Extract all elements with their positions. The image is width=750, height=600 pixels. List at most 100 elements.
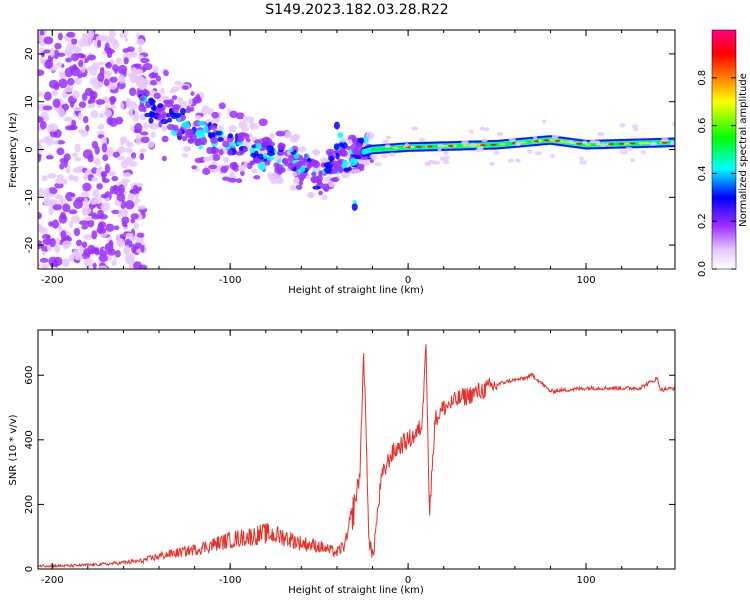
heatmap-cell <box>619 150 628 155</box>
heatmap-cell <box>46 155 54 160</box>
heatmap-cell <box>137 205 146 210</box>
heatmap-cell <box>97 34 108 42</box>
heatmap-cell <box>140 244 145 253</box>
heatmap-cell <box>38 187 44 198</box>
heatmap-cell <box>140 136 150 144</box>
colorbar-tick-label: 0.0 <box>697 261 708 277</box>
heatmap-cell <box>189 106 195 112</box>
heatmap-cell <box>208 164 218 170</box>
heatmap-cell <box>295 184 303 190</box>
heatmap-cell <box>52 98 61 108</box>
heatmap-cell <box>72 167 83 174</box>
heatmap-cell <box>129 87 137 97</box>
heatmap-cell <box>120 136 128 144</box>
heatmap-cell <box>236 136 245 143</box>
heatmap-cell <box>78 220 89 226</box>
heatmap-cell <box>310 176 319 184</box>
heatmap-cell <box>104 163 111 174</box>
heatmap-cell <box>251 168 258 174</box>
heatmap-cell <box>488 161 495 166</box>
heatmap-cell <box>195 114 202 120</box>
heatmap-cell <box>122 172 132 178</box>
heatmap-cell <box>49 47 55 58</box>
heatmap-cell <box>104 242 114 252</box>
heatmap-cell <box>47 173 57 179</box>
heatmap-cell <box>568 139 574 144</box>
heatmap-cell <box>54 194 64 200</box>
heatmap-cell <box>447 144 454 147</box>
heatmap-cell <box>103 78 110 87</box>
heatmap-cell <box>508 137 516 142</box>
heatmap-cell <box>93 157 101 166</box>
heatmap-cell <box>41 233 51 240</box>
heatmap-cell <box>191 165 197 170</box>
heatmap-cell <box>86 66 92 72</box>
heatmap-cell <box>73 199 84 210</box>
heatmap-cell <box>44 59 54 69</box>
heatmap-cell <box>109 76 118 83</box>
heatmap-cell <box>133 261 142 269</box>
heatmap-cell <box>210 137 219 144</box>
heatmap-cell <box>266 155 275 161</box>
heatmap-cell <box>589 139 597 144</box>
heatmap-cell <box>235 151 244 156</box>
heatmap-cell <box>82 149 93 159</box>
heatmap-cell <box>82 182 92 192</box>
spectrogram-y-tick-label: 0 <box>24 146 35 152</box>
heatmap-cell <box>227 149 233 156</box>
heatmap-cell <box>426 145 433 148</box>
heatmap-cell <box>101 172 107 182</box>
heatmap-cell <box>80 130 89 137</box>
heatmap-cell <box>195 138 202 146</box>
heatmap-cell <box>83 174 89 181</box>
heatmap-cell <box>56 147 65 156</box>
heatmap-cell <box>579 156 584 161</box>
heatmap-cell <box>172 124 179 131</box>
snr-y-label: SNR (10 * v/v) <box>8 414 19 485</box>
heatmap-cell <box>137 186 142 192</box>
heatmap-cell <box>139 153 145 161</box>
heatmap-cell <box>119 32 124 39</box>
snr-x-tick-label: 100 <box>576 575 595 586</box>
heatmap-cell <box>290 184 296 191</box>
heatmap-cell <box>131 69 139 76</box>
heatmap-cell <box>122 159 130 165</box>
heatmap-cell <box>289 135 299 143</box>
heatmap-cell <box>140 57 150 64</box>
heatmap-cell <box>514 142 522 147</box>
heatmap-cell <box>39 139 44 144</box>
heatmap-cell <box>249 146 256 155</box>
heatmap-cell <box>128 161 138 167</box>
heatmap-cell <box>322 183 330 192</box>
heatmap-cell <box>97 39 102 48</box>
heatmap-cell <box>111 259 117 267</box>
heatmap-cell <box>415 145 422 148</box>
heatmap-cell <box>208 124 218 130</box>
snr-y-ticks: 0 200 400 600 <box>24 366 675 572</box>
heatmap-cell <box>338 151 344 156</box>
spectrogram-x-tick-label: 0 <box>405 275 411 286</box>
heatmap-cell <box>337 132 344 139</box>
snr-x-tick-label: -200 <box>41 575 64 586</box>
heatmap-cell <box>354 154 362 160</box>
heatmap-cell <box>111 209 120 215</box>
heatmap-cell <box>121 216 130 225</box>
heatmap-cell <box>56 174 64 180</box>
heatmap-cell <box>235 112 245 120</box>
heatmap-cell <box>38 69 45 76</box>
heatmap-cell <box>161 111 167 116</box>
heatmap-cell <box>181 135 188 142</box>
heatmap-cell <box>82 115 89 124</box>
heatmap-cell <box>625 146 633 151</box>
heatmap-cell <box>131 243 136 254</box>
heatmap-cell <box>68 174 75 181</box>
heatmap-cell <box>74 77 82 85</box>
heatmap-cell <box>174 112 181 118</box>
heatmap-cell <box>270 146 275 154</box>
heatmap-cell <box>139 131 149 136</box>
snr-panel: -200 -100 0 100 0 200 400 600 Height of straig… <box>8 329 676 596</box>
heatmap-cell <box>327 182 336 188</box>
heatmap-cell <box>118 208 129 217</box>
heatmap-cell <box>210 147 220 154</box>
heatmap-cell <box>92 189 100 198</box>
